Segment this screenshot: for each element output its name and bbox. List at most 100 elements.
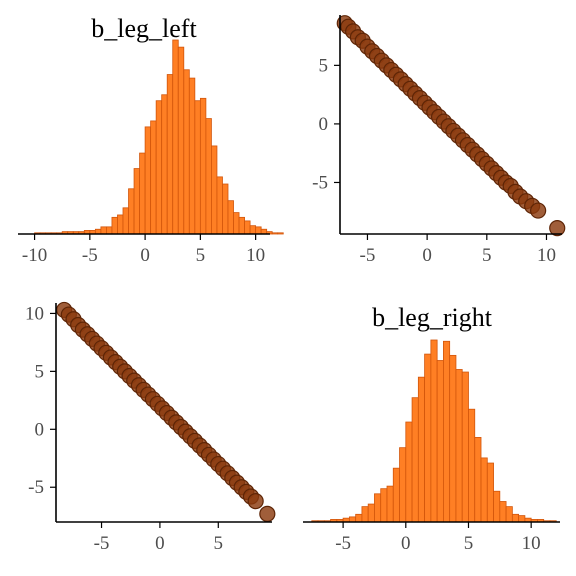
histogram-bar (249, 225, 257, 235)
x-tick-label: 10 (537, 245, 556, 266)
histogram-bar (227, 200, 234, 235)
histogram-bar (117, 214, 124, 235)
axes-top-right: -5 0 5 -5 0 5 10 (312, 15, 562, 266)
x-tick-label: 10 (522, 533, 541, 554)
y-tick-label: 5 (35, 361, 45, 382)
x-tick-label: -5 (94, 533, 110, 554)
histogram-bar (100, 226, 107, 235)
histogram-bar (486, 462, 494, 523)
x-tick-label: 5 (482, 245, 492, 266)
histogram-bar (188, 77, 196, 235)
histogram-bar (238, 216, 245, 235)
scatter-point (259, 505, 276, 522)
histogram-bar (518, 515, 526, 523)
histogram-bar (392, 467, 400, 523)
histogram-bar (233, 212, 240, 235)
histogram-bar (271, 232, 279, 235)
x-tick-label: -5 (82, 245, 98, 266)
y-tick-label: -5 (312, 172, 328, 193)
histogram-bar (367, 503, 375, 523)
histogram-bar (361, 506, 369, 523)
x-tick-label: 10 (246, 245, 265, 266)
histogram-bar (211, 145, 218, 235)
histogram-bar (461, 371, 469, 523)
histogram-bar (405, 421, 413, 523)
histogram-bar (122, 207, 129, 235)
histogram-bar (255, 226, 262, 235)
x-tick-label: -5 (360, 245, 376, 266)
scatter-point (247, 493, 264, 510)
histogram-bar (161, 94, 168, 235)
y-tick-label: 10 (25, 303, 44, 324)
x-tick-label: -5 (335, 533, 351, 554)
histogram-bar (380, 488, 388, 523)
x-tick-label: 5 (464, 533, 474, 554)
histogram-bar (480, 457, 488, 523)
histogram-bar (177, 46, 185, 235)
scatter-point (530, 202, 547, 219)
histogram-bar (216, 176, 223, 235)
histogram-bar (499, 501, 507, 523)
panel-histogram-b-leg-right: b_leg_right -5 0 5 10 (303, 303, 560, 554)
x-tick-label: 5 (196, 245, 206, 266)
panel-histogram-b-leg-left: b_leg_left -10 -5 0 5 10 (18, 14, 284, 266)
histogram-bar (194, 100, 201, 235)
axes-b-leg-right: -5 0 5 10 (303, 521, 560, 554)
histogram-bar (128, 188, 135, 235)
histogram-bar (505, 506, 513, 523)
histogram-bar (355, 513, 363, 523)
histogram-bar (399, 447, 407, 523)
histogram-bar (455, 369, 463, 523)
panel-title-b-leg-right: b_leg_right (372, 303, 493, 332)
scatter-points-bottom-left (56, 301, 276, 522)
axes-b-leg-left: -10 -5 0 5 10 (18, 233, 270, 266)
histogram-bar (244, 220, 251, 235)
histogram-bars-b-leg-right (311, 339, 557, 523)
histogram-bar (474, 437, 482, 523)
y-tick-label: -5 (28, 477, 44, 498)
y-tick-label: 5 (319, 55, 329, 76)
histogram-bar (111, 216, 118, 235)
x-tick-label: 0 (140, 245, 150, 266)
y-tick-label: 0 (35, 419, 45, 440)
x-tick-label: 0 (401, 533, 411, 554)
histogram-bars-b-leg-left (34, 39, 284, 235)
histogram-bar (150, 120, 157, 235)
histogram-bar (166, 74, 174, 235)
panel-scatter-top-right: -5 0 5 -5 0 5 10 (312, 15, 566, 266)
x-tick-label: -10 (22, 245, 47, 266)
histogram-bar (386, 485, 394, 523)
histogram-bar (205, 118, 212, 235)
histogram-bar (199, 97, 207, 235)
histogram-bar (222, 183, 229, 235)
x-tick-label: 5 (214, 533, 224, 554)
histogram-bar (436, 360, 444, 523)
histogram-bar (374, 493, 382, 523)
histogram-bar (155, 100, 163, 235)
histogram-bar (133, 168, 140, 235)
histogram-bar (183, 69, 190, 235)
histogram-bar (424, 353, 432, 523)
histogram-bar (493, 490, 501, 523)
histogram-bar (417, 376, 426, 523)
histogram-bar (430, 339, 438, 523)
histogram-bar (511, 513, 520, 523)
histogram-bar (106, 226, 113, 235)
panel-scatter-bottom-left: -5 0 5 10 -5 0 5 (25, 301, 276, 554)
x-tick-label: 0 (422, 245, 432, 266)
x-tick-label: 0 (155, 533, 165, 554)
histogram-bar (172, 39, 179, 235)
scatter-point (549, 220, 566, 237)
histogram-bar (144, 126, 152, 235)
histogram-bar (449, 354, 457, 523)
histogram-bar (468, 408, 476, 523)
histogram-bar (411, 397, 419, 523)
histogram-bar (277, 232, 284, 235)
histogram-bar (443, 340, 451, 523)
axes-bottom-left: -5 0 5 10 -5 0 5 (25, 303, 272, 554)
histogram-bar (139, 152, 146, 235)
y-tick-label: 0 (319, 114, 329, 135)
panel-title-b-leg-left: b_leg_left (91, 14, 197, 43)
scatter-points-top-right (336, 15, 566, 237)
